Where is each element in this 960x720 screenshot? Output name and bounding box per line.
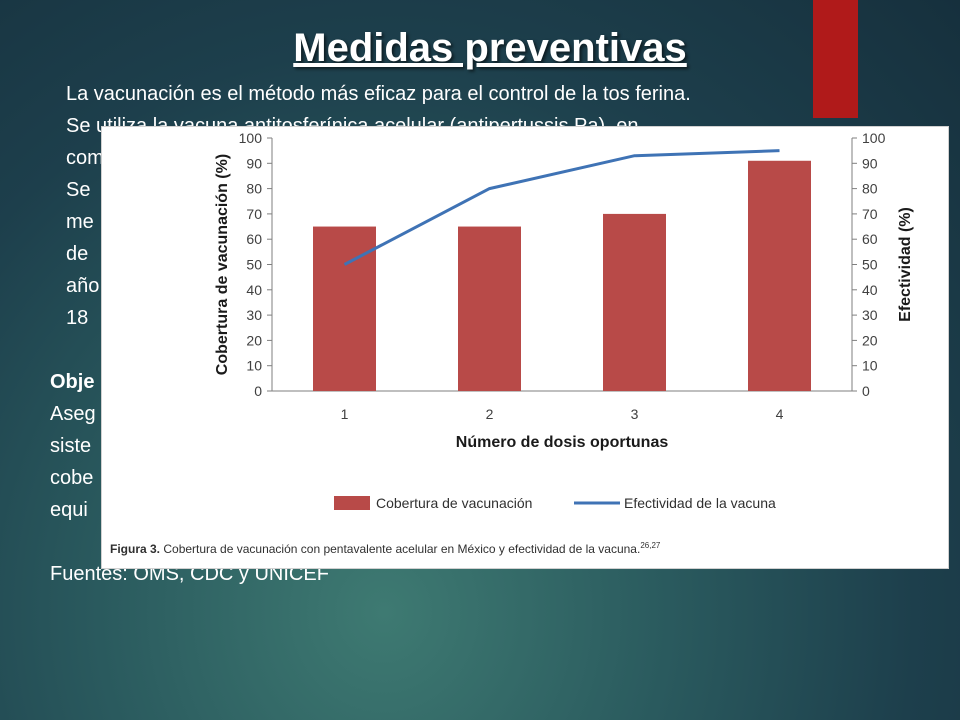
- x-tick-label: 3: [631, 406, 639, 422]
- objective-line: equi: [50, 499, 88, 521]
- x-axis-title: Número de dosis oportunas: [456, 434, 669, 451]
- y2-tick-label: 80: [862, 181, 878, 197]
- bar-2: [458, 226, 521, 391]
- y-tick-label: 100: [239, 130, 263, 146]
- caption-text: Cobertura de vacunación con pentavalente…: [160, 542, 640, 556]
- paragraph-line: 18: [66, 307, 89, 329]
- slide-title: Medidas preventivas: [293, 26, 687, 70]
- paragraph-line: La vacunación es el método más eficaz pa…: [66, 83, 691, 105]
- y2-tick-label: 100: [862, 130, 886, 146]
- chart-figure: 0 0 10 10 20 20 30 30 40 40 50 50 60 60 70 70 80 80 90 90 10…: [101, 126, 949, 569]
- bar-4: [748, 160, 811, 391]
- y2-tick-label: 90: [862, 155, 878, 171]
- y2-tick-label: 30: [862, 307, 878, 323]
- y-tick-label: 40: [246, 282, 262, 298]
- figure-caption: Figura 3. Cobertura de vacunación con pe…: [110, 541, 661, 556]
- y2-tick-label: 50: [862, 257, 878, 273]
- objective-line: siste: [50, 435, 92, 457]
- y-tick-label: 60: [246, 231, 262, 247]
- y-axis-title: Cobertura de vacunación (%): [214, 154, 231, 375]
- paragraph-line: Se: [66, 179, 91, 201]
- legend-label-bar: Cobertura de vacunación: [376, 495, 532, 511]
- x-tick-label: 2: [486, 406, 494, 422]
- y2-tick-label: 0: [862, 383, 870, 399]
- paragraph-line: com: [66, 147, 104, 169]
- y-tick-label: 0: [254, 383, 262, 399]
- y2-tick-label: 20: [862, 332, 878, 348]
- y-tick-label: 50: [246, 257, 262, 273]
- objective-block: Obje Aseg siste cobe equi: [50, 366, 96, 526]
- objective-line: cobe: [50, 467, 94, 489]
- y2-tick-label: 60: [862, 231, 878, 247]
- caption-ref: 26,27: [640, 541, 661, 550]
- bar-1: [313, 226, 376, 391]
- y2-tick-label: 40: [862, 282, 878, 298]
- y-tick-label: 70: [246, 206, 262, 222]
- legend-label-line: Efectividad de la vacuna: [624, 495, 776, 511]
- bar-3: [603, 213, 666, 391]
- paragraph-line: año: [66, 275, 100, 297]
- y-tick-label: 30: [246, 307, 262, 323]
- y-tick-label: 20: [246, 332, 262, 348]
- y-tick-label: 10: [246, 358, 262, 374]
- effectiveness-line: [343, 149, 780, 266]
- accent-bar: [813, 0, 858, 118]
- y2-tick-label: 70: [862, 206, 878, 222]
- x-tick-label: 1: [341, 406, 349, 422]
- x-tick-label: 4: [776, 406, 784, 422]
- legend-swatch-bar: [334, 496, 370, 510]
- y-tick-label: 90: [246, 155, 262, 171]
- chart-svg: 0 0 10 10 20 20 30 30 40 40 50 50 60 60 70 70 80 80 90 90 10…: [110, 130, 914, 556]
- objective-line: Aseg: [50, 403, 96, 425]
- y-tick-label: 80: [246, 181, 262, 197]
- caption-label: Figura 3.: [110, 542, 160, 556]
- y2-axis-title: Efectividad (%): [897, 207, 914, 322]
- paragraph-line: de: [66, 243, 89, 265]
- paragraph-line: me: [66, 211, 94, 233]
- y2-tick-label: 10: [862, 358, 878, 374]
- objective-heading: Obje: [50, 371, 95, 393]
